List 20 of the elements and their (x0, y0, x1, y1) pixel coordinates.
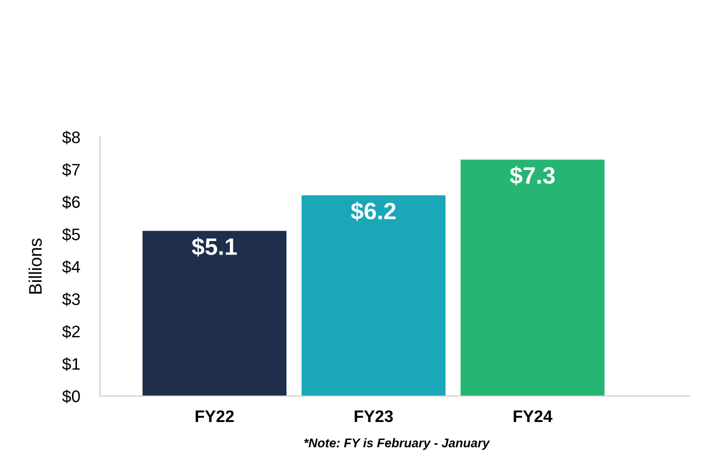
y-tick-label: $8 (62, 130, 80, 144)
y-tick-label: $5 (62, 228, 80, 242)
y-tick-label: $3 (62, 292, 80, 306)
x-tick-label: FY24 (514, 410, 552, 422)
bar (460, 160, 605, 396)
y-axis-title: Billions (28, 238, 42, 294)
bar (302, 195, 446, 396)
y-tick-label: $1 (62, 357, 80, 371)
y-tick-label: $4 (62, 260, 80, 274)
x-tick-label: FY23 (354, 410, 393, 422)
text: *Note: FY is February - January (304, 438, 490, 450)
data-label: $6.2 (350, 202, 396, 221)
y-tick-label: $2 (62, 324, 80, 338)
x-tick-label: FY22 (196, 410, 234, 422)
y-tick-label: $6 (62, 195, 80, 209)
data-label: $5.1 (192, 237, 237, 257)
y-tick-label: $7 (62, 163, 80, 177)
bar (142, 230, 286, 396)
data-label: $7.3 (510, 166, 555, 186)
y-tick-label: $0 (62, 390, 80, 404)
